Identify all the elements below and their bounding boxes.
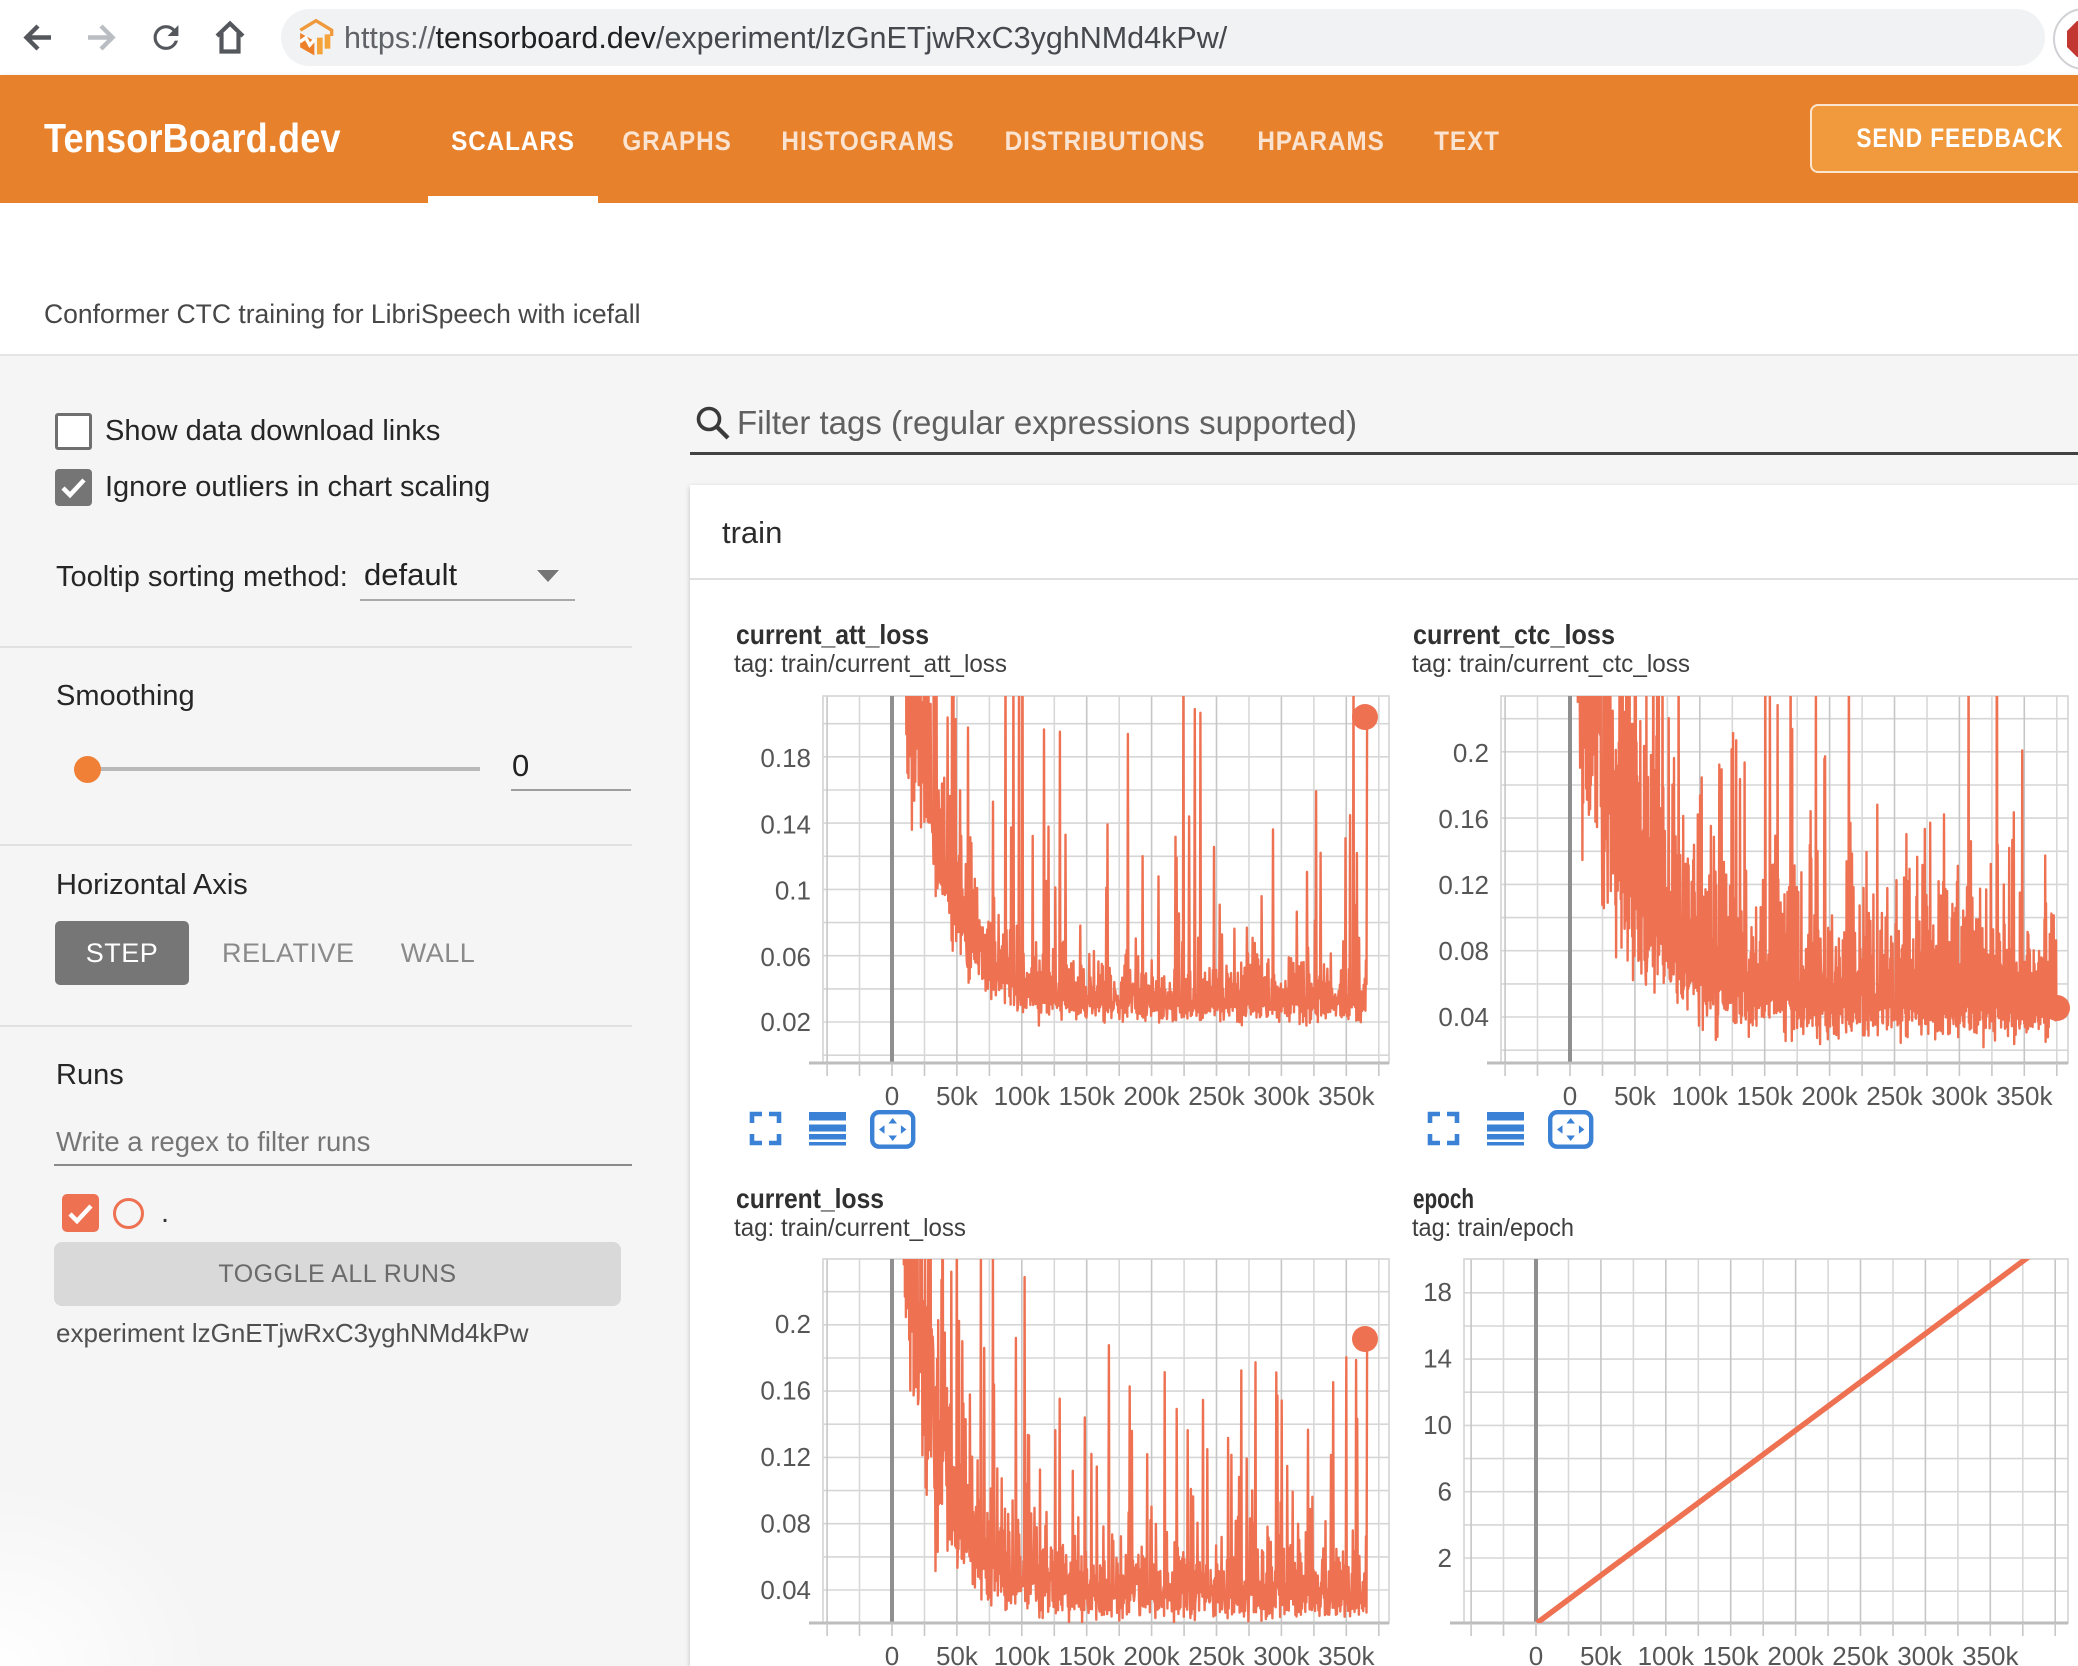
svg-text:0.18: 0.18 [760,743,811,773]
svg-text:150k: 150k [1737,1081,1794,1111]
svg-text:300k: 300k [1253,1641,1310,1666]
svg-text:50k: 50k [936,1081,979,1111]
svg-text:current_loss: current_loss [736,1183,884,1214]
svg-text:200k: 200k [1123,1081,1180,1111]
svg-text:150k: 150k [1059,1641,1116,1666]
svg-text:0.16: 0.16 [760,1376,811,1406]
svg-text:0: 0 [1563,1081,1577,1111]
svg-text:0: 0 [885,1081,899,1111]
svg-text:0.12: 0.12 [760,1442,811,1472]
svg-text:0.16: 0.16 [1438,804,1489,834]
svg-text:epoch: epoch [1413,1183,1474,1214]
svg-text:tag: train/current_att_loss: tag: train/current_att_loss [734,650,1007,678]
svg-text:100k: 100k [994,1081,1051,1111]
svg-text:0.06: 0.06 [760,942,811,972]
svg-text:0.08: 0.08 [760,1509,811,1539]
svg-text:200k: 200k [1801,1081,1858,1111]
svg-text:250k: 250k [1188,1081,1245,1111]
svg-text:250k: 250k [1832,1641,1889,1666]
svg-text:0.04: 0.04 [760,1575,811,1605]
svg-text:250k: 250k [1188,1641,1245,1666]
svg-text:200k: 200k [1767,1641,1824,1666]
svg-text:0.2: 0.2 [1453,738,1489,768]
svg-text:0.2: 0.2 [775,1309,811,1339]
svg-text:0.1: 0.1 [775,876,811,906]
svg-text:50k: 50k [936,1641,979,1666]
svg-text:50k: 50k [1580,1641,1623,1666]
svg-text:current_att_loss: current_att_loss [736,619,929,650]
svg-text:18: 18 [1423,1277,1452,1307]
svg-text:0: 0 [885,1641,899,1666]
svg-text:tag: train/epoch: tag: train/epoch [1412,1214,1574,1242]
svg-text:current_ctc_loss: current_ctc_loss [1413,619,1615,650]
svg-text:tag: train/current_ctc_loss: tag: train/current_ctc_loss [1412,650,1690,678]
svg-text:0: 0 [1529,1641,1543,1666]
svg-text:2: 2 [1438,1543,1452,1573]
svg-text:0.08: 0.08 [1438,936,1489,966]
svg-text:10: 10 [1423,1410,1452,1440]
svg-text:300k: 300k [1253,1081,1310,1111]
svg-text:300k: 300k [1931,1081,1988,1111]
svg-text:350k: 350k [1962,1641,2019,1666]
svg-text:350k: 350k [1996,1081,2053,1111]
svg-text:0.02: 0.02 [760,1007,811,1037]
svg-text:350k: 350k [1318,1641,1375,1666]
svg-text:100k: 100k [1638,1641,1695,1666]
svg-text:150k: 150k [1059,1081,1116,1111]
svg-text:100k: 100k [1672,1081,1729,1111]
svg-text:200k: 200k [1123,1641,1180,1666]
svg-text:150k: 150k [1703,1641,1760,1666]
svg-text:0.12: 0.12 [1438,870,1489,900]
svg-text:0.04: 0.04 [1438,1002,1489,1032]
svg-text:100k: 100k [994,1641,1051,1666]
svg-text:0.14: 0.14 [760,809,811,839]
svg-text:300k: 300k [1897,1641,1954,1666]
svg-text:50k: 50k [1614,1081,1657,1111]
svg-text:350k: 350k [1318,1081,1375,1111]
svg-text:14: 14 [1423,1344,1452,1374]
svg-text:250k: 250k [1866,1081,1923,1111]
svg-text:tag: train/current_loss: tag: train/current_loss [734,1214,966,1242]
svg-text:6: 6 [1438,1477,1452,1507]
